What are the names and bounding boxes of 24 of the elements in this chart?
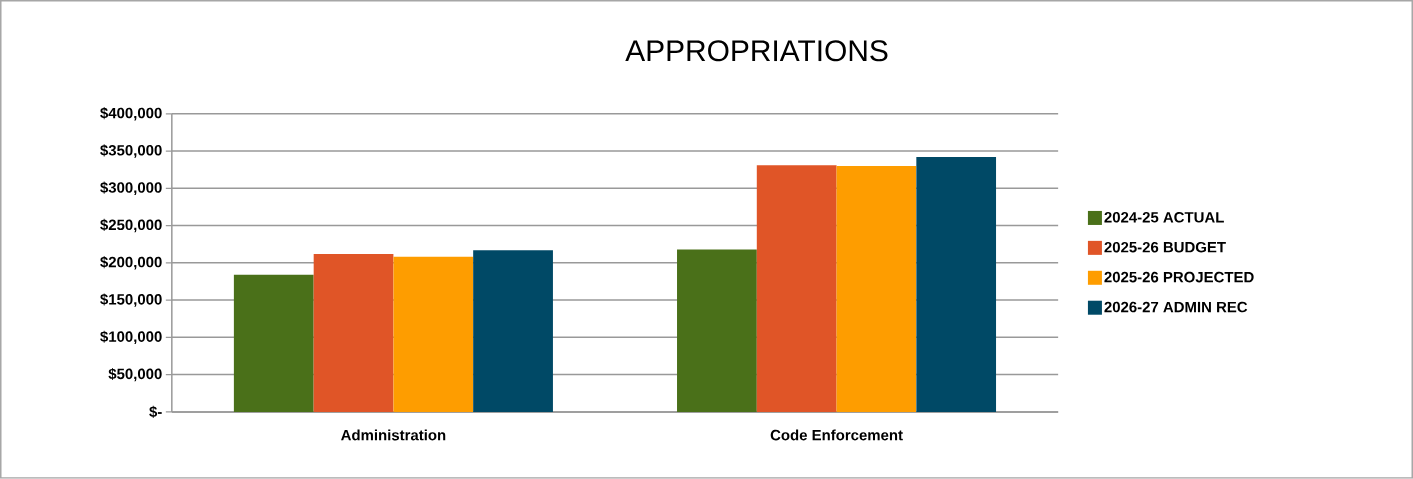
legend-label: 2024-25 ACTUAL (1104, 212, 1224, 223)
y-tick-label: $350,000 (100, 144, 162, 158)
y-tick-label: $- (149, 405, 162, 419)
bar (756, 165, 837, 413)
bar (473, 250, 553, 413)
legend-label: 2025-26 PROJECTED (1104, 272, 1254, 283)
y-tick-label: $300,000 (100, 181, 162, 196)
y-tick-label: $150,000 (100, 293, 162, 307)
bar (677, 249, 757, 413)
bar (393, 257, 474, 413)
bar (313, 254, 394, 413)
y-tick-label: $400,000 (100, 107, 162, 121)
bar (233, 274, 314, 413)
y-tick-label: $50,000 (108, 368, 162, 382)
x-tick-label: Code Enforcement (770, 429, 903, 441)
bar (916, 157, 997, 413)
y-tick-label: $100,000 (100, 330, 162, 345)
bar (836, 166, 917, 413)
y-tick-label: $200,000 (100, 256, 162, 270)
chart-title: APPROPRIATIONS (625, 40, 888, 62)
legend-label: 2025-26 BUDGET (1104, 242, 1226, 253)
x-tick-label: Administration (341, 429, 446, 441)
y-tick-label: $250,000 (100, 219, 162, 233)
legend-label: 2026-27 ADMIN REC (1104, 301, 1248, 313)
